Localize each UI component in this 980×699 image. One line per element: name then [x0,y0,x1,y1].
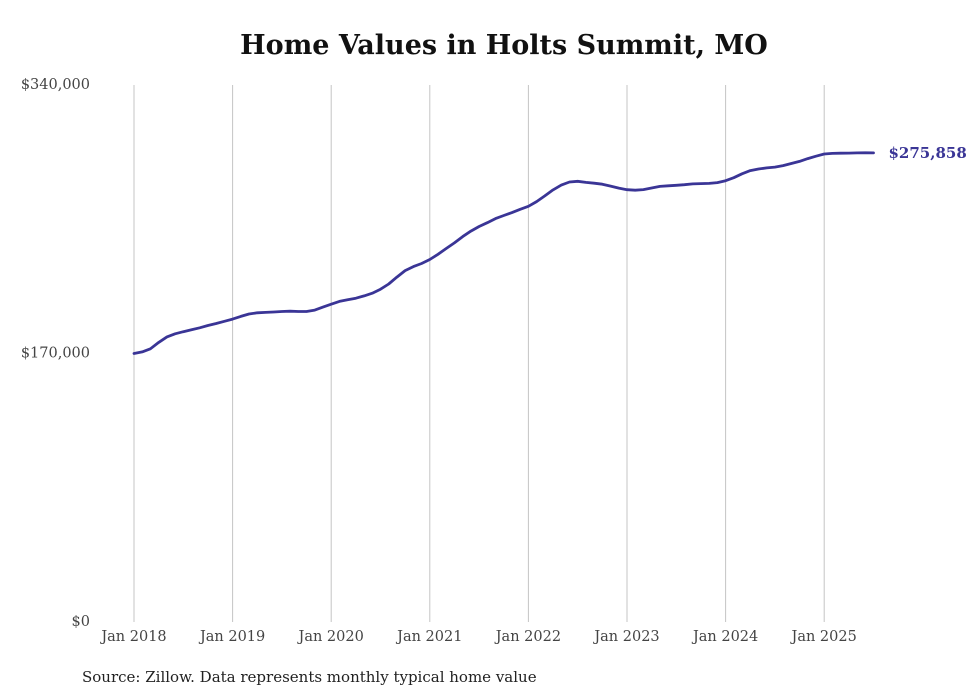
x-tick-label: Jan 2023 [592,629,659,645]
chart-title: Home Values in Holts Summit, MO [240,30,768,61]
source-note: Source: Zillow. Data represents monthly … [82,668,537,686]
series-layer [132,151,875,355]
x-tick-label: Jan 2018 [99,629,166,645]
x-tick-label: Jan 2025 [790,629,857,645]
y-tick-label: $0 [72,614,90,630]
x-tick-label: Jan 2019 [198,629,265,645]
series-line [132,151,875,355]
x-tick-label: Jan 2021 [395,629,462,645]
end-value-label: $275,858 [889,144,967,162]
end-label-layer: $275,858 [889,144,967,162]
gridlines [133,85,825,622]
x-tick-label: Jan 2024 [691,629,758,645]
x-tick-label: Jan 2022 [494,629,561,645]
y-axis-ticks: $0 $170,000 $340,000 [21,77,90,630]
x-tick-label: Jan 2020 [297,629,364,645]
y-tick-label: $170,000 [21,346,90,362]
y-tick-label: $340,000 [21,77,90,93]
x-axis-ticks: Jan 2018 Jan 2019 Jan 2020 Jan 2021 Jan 2022… [99,629,857,645]
